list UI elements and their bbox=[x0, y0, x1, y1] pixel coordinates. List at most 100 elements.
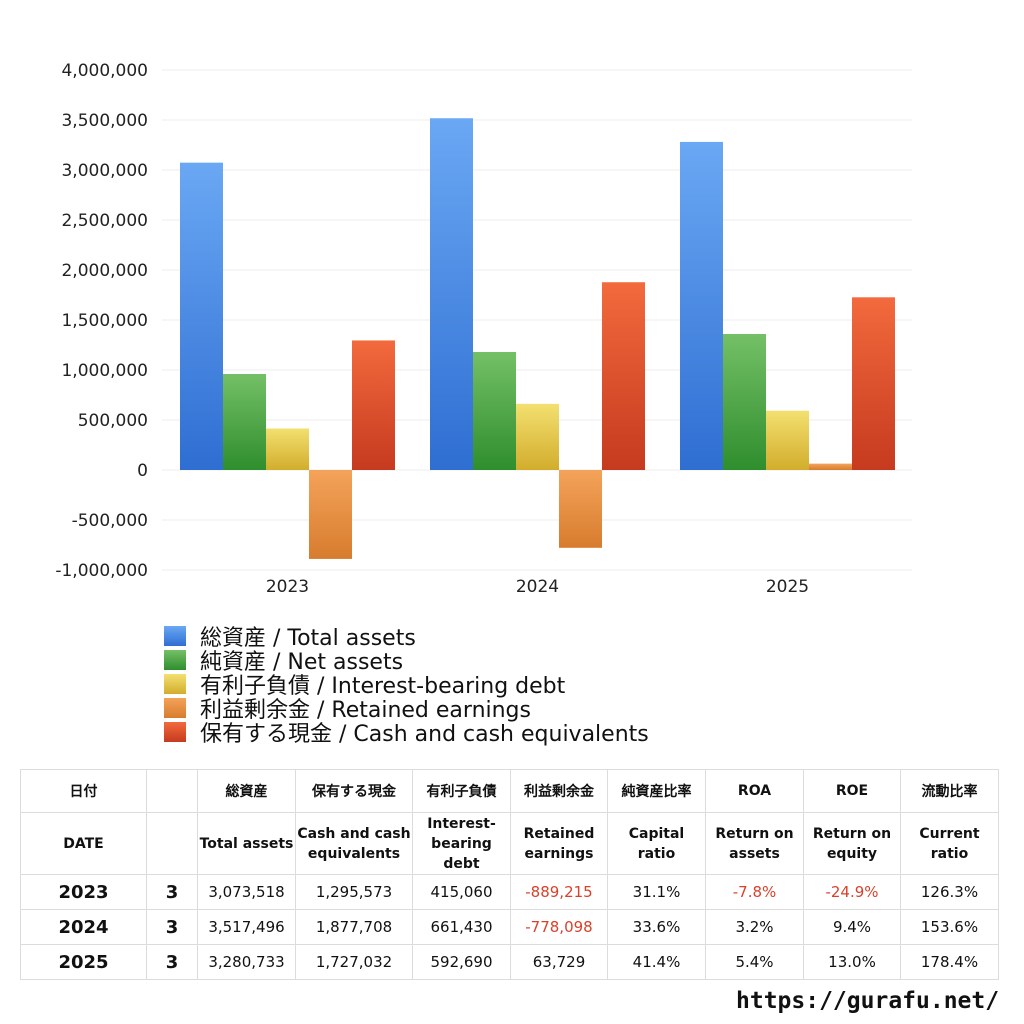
table-cell: 126.3% bbox=[900, 874, 999, 910]
legend-label: 利益剰余金 / Retained earnings bbox=[200, 698, 531, 723]
bar-interest_bearing_debt-2023 bbox=[266, 428, 309, 470]
table-cell: 3,517,496 bbox=[197, 909, 296, 945]
financial-table: 日付 総資産 保有する現金 有利子負債 利益剰余金 純資産比率 ROA ROE 流動比率 DAT… bbox=[20, 769, 999, 980]
column-header: Cash and cash equivalents bbox=[295, 812, 413, 875]
table-cell: 1,727,032 bbox=[295, 944, 413, 980]
table-cell: 153.6% bbox=[900, 909, 999, 945]
column-header: Interest-bearing debt bbox=[412, 812, 511, 875]
column-header: Current ratio bbox=[900, 812, 999, 875]
row-quarter: 3 bbox=[146, 874, 198, 910]
bar-net_assets-2023 bbox=[223, 374, 266, 470]
bar-total_assets-2023 bbox=[180, 162, 223, 470]
gridlines bbox=[162, 69, 912, 571]
legend-item-interest_bearing_debt: 有利子負債 / Interest-bearing debt bbox=[164, 672, 649, 699]
bar-total_assets-2024 bbox=[430, 118, 473, 470]
bar-retained_earnings-2023 bbox=[309, 470, 352, 559]
table-row: 2024 3 3,517,496 1,877,708 661,430 -778,098 33… bbox=[20, 909, 999, 945]
bar-cash-2023 bbox=[352, 340, 395, 470]
column-header: 保有する現金 bbox=[295, 769, 413, 813]
column-header: Return on assets bbox=[705, 812, 804, 875]
legend-label: 純資産 / Net assets bbox=[200, 650, 404, 675]
table-cell: 1,877,708 bbox=[295, 909, 413, 945]
row-quarter: 3 bbox=[146, 909, 198, 945]
bar-cash-2025 bbox=[852, 297, 895, 470]
column-header: 日付 bbox=[20, 769, 147, 813]
column-header: ROE bbox=[803, 769, 901, 813]
column-header: 流動比率 bbox=[900, 769, 999, 813]
y-tick-label: 500,000 bbox=[78, 411, 148, 431]
y-tick-label: 0 bbox=[137, 461, 148, 481]
y-tick-label: 1,000,000 bbox=[61, 361, 148, 381]
table-cell: 178.4% bbox=[900, 944, 999, 980]
y-tick-label: -1,000,000 bbox=[55, 561, 148, 581]
table-header-jp: 日付 総資産 保有する現金 有利子負債 利益剰余金 純資産比率 ROA ROE 流動比率 bbox=[20, 769, 999, 813]
legend-swatch bbox=[164, 674, 186, 694]
bar-total_assets-2025 bbox=[680, 141, 723, 470]
column-header: DATE bbox=[20, 812, 147, 875]
site-url[interactable]: https://gurafu.net/ bbox=[736, 988, 1000, 1014]
table-cell: 41.4% bbox=[607, 944, 706, 980]
legend-item-total_assets: 総資産 / Total assets bbox=[164, 624, 649, 651]
table-header-en: DATE Total assets Cash and cash equivalent… bbox=[20, 812, 999, 875]
y-tick-label: 4,000,000 bbox=[61, 61, 148, 81]
table-row: 2023 3 3,073,518 1,295,573 415,060 -889,215 31… bbox=[20, 874, 999, 910]
legend-swatch bbox=[164, 698, 186, 718]
y-axis-ticks: 4,000,000 3,500,000 3,000,000 2,500,000 2,00… bbox=[55, 61, 148, 581]
table-cell: 31.1% bbox=[607, 874, 706, 910]
column-header: Total assets bbox=[197, 812, 296, 875]
legend-item-retained_earnings: 利益剰余金 / Retained earnings bbox=[164, 696, 649, 723]
table-cell: 9.4% bbox=[803, 909, 901, 945]
column-header bbox=[146, 769, 198, 813]
x-tick-label: 2025 bbox=[766, 577, 809, 597]
table-cell: 3.2% bbox=[705, 909, 804, 945]
bar-retained_earnings-2024 bbox=[559, 470, 602, 548]
x-tick-label: 2023 bbox=[266, 577, 309, 597]
table-cell: 415,060 bbox=[412, 874, 511, 910]
legend: 総資産 / Total assets 純資産 / Net assets 有利子負債 … bbox=[164, 624, 649, 747]
y-tick-label: 2,500,000 bbox=[61, 211, 148, 231]
row-year: 2023 bbox=[20, 874, 147, 910]
row-year: 2024 bbox=[20, 909, 147, 945]
y-tick-label: 3,500,000 bbox=[61, 111, 148, 131]
table-cell: 3,073,518 bbox=[197, 874, 296, 910]
row-year: 2025 bbox=[20, 944, 147, 980]
bar-interest_bearing_debt-2025 bbox=[766, 410, 809, 470]
table-cell: -24.9% bbox=[803, 874, 901, 910]
column-header: Capital ratio bbox=[607, 812, 706, 875]
table-cell: 3,280,733 bbox=[197, 944, 296, 980]
table-cell: 33.6% bbox=[607, 909, 706, 945]
bars bbox=[180, 118, 895, 559]
legend-swatch bbox=[164, 626, 186, 646]
legend-label: 有利子負債 / Interest-bearing debt bbox=[200, 674, 566, 699]
column-header bbox=[146, 812, 198, 875]
y-tick-label: 2,000,000 bbox=[61, 261, 148, 281]
bar-retained_earnings-2025 bbox=[809, 463, 852, 470]
column-header: Return on equity bbox=[803, 812, 901, 875]
x-tick-label: 2024 bbox=[516, 577, 559, 597]
column-header: ROA bbox=[705, 769, 804, 813]
column-header: 有利子負債 bbox=[412, 769, 511, 813]
legend-label: 総資産 / Total assets bbox=[200, 626, 416, 651]
legend-swatch bbox=[164, 650, 186, 670]
column-header: 総資産 bbox=[197, 769, 296, 813]
bar-net_assets-2024 bbox=[473, 352, 516, 470]
bar-net_assets-2025 bbox=[723, 334, 766, 470]
table-row: 2025 3 3,280,733 1,727,032 592,690 63,729 41.4… bbox=[20, 944, 999, 980]
table-cell: -889,215 bbox=[510, 874, 608, 910]
table-cell: 1,295,573 bbox=[295, 874, 413, 910]
bar-interest_bearing_debt-2024 bbox=[516, 403, 559, 470]
table-cell: -778,098 bbox=[510, 909, 608, 945]
column-header: 純資産比率 bbox=[607, 769, 706, 813]
row-quarter: 3 bbox=[146, 944, 198, 980]
table-cell: -7.8% bbox=[705, 874, 804, 910]
legend-item-net_assets: 純資産 / Net assets bbox=[164, 648, 649, 675]
column-header: 利益剰余金 bbox=[510, 769, 608, 813]
legend-item-cash: 保有する現金 / Cash and cash equivalents bbox=[164, 720, 649, 747]
bar-chart: 4,000,000 3,500,000 3,000,000 2,500,000 2,00… bbox=[55, 61, 912, 597]
legend-label: 保有する現金 / Cash and cash equivalents bbox=[200, 722, 649, 747]
bar-cash-2024 bbox=[602, 282, 645, 470]
y-tick-label: 1,500,000 bbox=[61, 311, 148, 331]
x-axis-ticks: 2023 2024 2025 bbox=[266, 577, 809, 597]
table-cell: 592,690 bbox=[412, 944, 511, 980]
table-cell: 5.4% bbox=[705, 944, 804, 980]
